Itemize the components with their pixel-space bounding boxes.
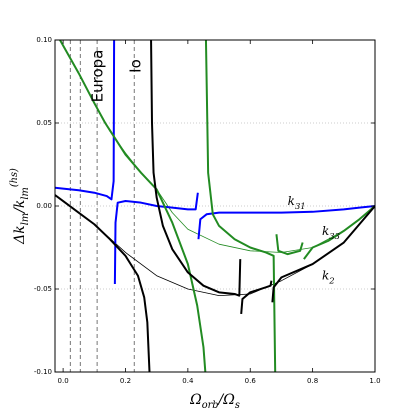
x-tick-label: 1.0 xyxy=(369,377,380,385)
series-label-part: k xyxy=(322,223,329,237)
y-tick-label: -0.10 xyxy=(34,368,52,376)
y-axis-label-part: /k xyxy=(12,200,28,215)
series-line xyxy=(59,40,375,372)
series-label: k31 xyxy=(288,194,306,211)
series-label-part: k xyxy=(288,194,295,208)
series-label-part: 2 xyxy=(328,275,334,285)
series-line xyxy=(55,40,375,285)
annotation: Europa xyxy=(89,50,107,103)
x-tick-label: 0.0 xyxy=(58,377,69,385)
series-label: k2 xyxy=(322,268,335,285)
y-tick-label: -0.05 xyxy=(34,285,52,293)
x-axis-label: Ωorb/Ωs xyxy=(189,392,240,411)
x-axis-label-part: Ω xyxy=(189,392,202,408)
series-label-part: k xyxy=(322,268,329,282)
y-axis-label-part: Δk xyxy=(12,225,28,245)
y-axis-label-part: lm xyxy=(20,213,31,225)
x-axis-label-part: /Ω xyxy=(217,392,236,408)
x-tick-label: 0.2 xyxy=(120,377,131,385)
plot-area xyxy=(55,40,375,372)
y-axis-label-part: lm xyxy=(20,187,31,199)
series-label-part: 33 xyxy=(329,230,340,240)
series-label-part: 31 xyxy=(295,201,306,211)
y-axis-label: Δklm/klm(hs) xyxy=(9,168,31,245)
y-tick-label: 0.00 xyxy=(36,202,52,210)
y-tick-label: 0.10 xyxy=(36,36,52,44)
x-axis-label-part: s xyxy=(235,400,240,411)
x-tick-label: 0.6 xyxy=(245,377,257,385)
x-tick-label: 0.8 xyxy=(307,377,318,385)
annotation: Io xyxy=(127,59,145,73)
y-tick-label: 0.05 xyxy=(36,119,52,127)
series-line xyxy=(55,40,375,372)
x-axis-label-part: orb xyxy=(202,400,219,411)
x-tick-label: 0.4 xyxy=(182,377,194,385)
series-label: k33 xyxy=(322,223,340,240)
y-axis-label-part: (hs) xyxy=(9,168,20,187)
